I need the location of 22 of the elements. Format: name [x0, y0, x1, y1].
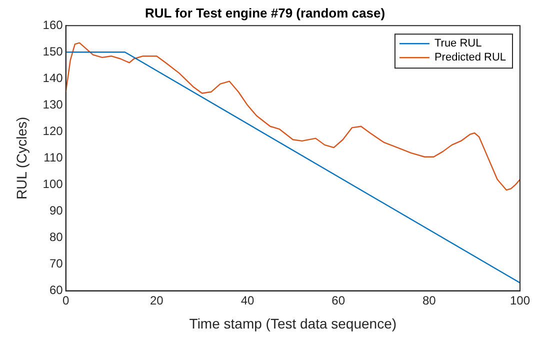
y-tick-label: 120 [42, 124, 64, 138]
y-tick-label: 160 [42, 18, 64, 32]
x-tick-label: 100 [510, 293, 530, 308]
y-tick-label: 130 [42, 97, 64, 112]
x-tick-label: 80 [422, 293, 436, 308]
legend-label: Predicted RUL [434, 52, 506, 64]
y-tick-label: 150 [42, 44, 64, 58]
x-axis-title: Time stamp (Test data sequence) [189, 315, 397, 332]
y-tick-label: 110 [44, 150, 64, 165]
y-tick-label: 60 [49, 283, 64, 298]
y-tick-label: 100 [42, 177, 64, 192]
y-tick-label: 70 [49, 256, 64, 271]
y-tick-label: 80 [49, 230, 64, 244]
legend-label: True RUL [434, 38, 482, 50]
x-tick-label: 0 [62, 293, 70, 308]
y-axis-title: RUL (Cycles) [13, 116, 30, 200]
chart-title: RUL for Test engine #79 (random case) [144, 5, 386, 20]
x-tick-label: 20 [150, 293, 164, 308]
y-tick-label: 90 [49, 204, 64, 218]
y-tick-label: 140 [42, 70, 64, 85]
x-tick-label: 60 [332, 293, 346, 308]
x-tick-label: 40 [240, 293, 254, 308]
